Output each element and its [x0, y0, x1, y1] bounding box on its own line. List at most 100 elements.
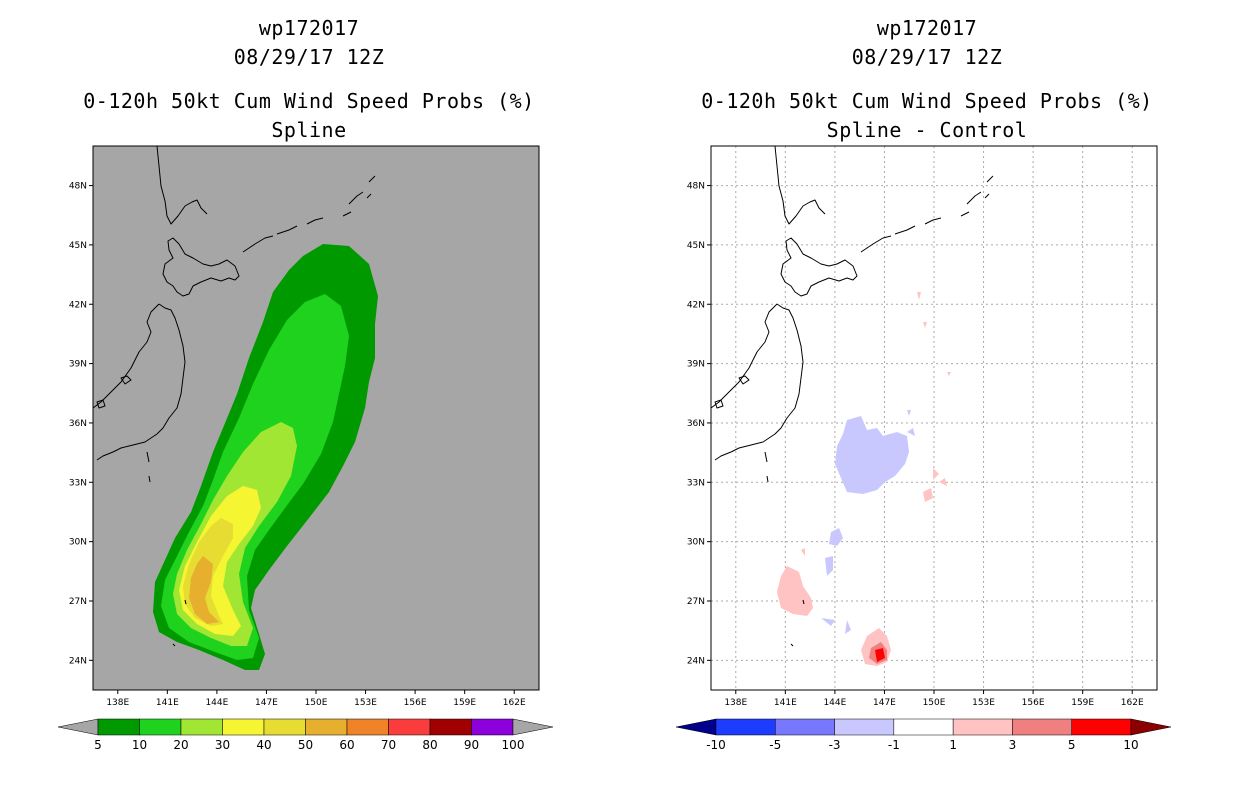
y-tick-label: 36N [69, 419, 87, 429]
x-tick-label: 153E [972, 698, 995, 708]
x-tick-label: 159E [453, 698, 476, 708]
colorbar-level-label: 10 [1123, 738, 1138, 752]
colorbar-swatch [1012, 718, 1072, 736]
colorbar-under-triangle [57, 718, 99, 736]
left-title: 0-120h 50kt Cum Wind Speed Probs (%) [83, 89, 535, 113]
x-tick-label: 153E [354, 698, 377, 708]
x-tick-label: 162E [503, 698, 526, 708]
colorbar-level-label: 5 [94, 738, 102, 752]
left-datetime: 08/29/17 12Z [233, 45, 385, 69]
colorbar-level-label: 60 [339, 738, 354, 752]
y-tick-label: 42N [69, 300, 87, 310]
x-tick-label: 144E [823, 698, 846, 708]
x-tick-label: 147E [873, 698, 896, 708]
x-tick-label: 138E [106, 698, 129, 708]
x-tick-label: 138E [724, 698, 747, 708]
y-tick-label: 30N [687, 538, 705, 548]
x-tick-label: 147E [255, 698, 278, 708]
colorbar-over-triangle [512, 718, 554, 736]
right-positive-region-8 [933, 468, 939, 480]
x-tick-label: 159E [1071, 698, 1094, 708]
colorbar-level-label: 40 [256, 738, 271, 752]
colorbar-swatch [180, 718, 223, 736]
right-negative-region-7 [907, 410, 911, 416]
colorbar-swatch [1071, 718, 1132, 736]
colorbar-swatch [952, 718, 1013, 736]
colorbar-level-label: 3 [1009, 738, 1017, 752]
right-positive-region-6 [923, 322, 927, 328]
y-tick-label: 45N [69, 241, 87, 251]
colorbar-level-label: 80 [422, 738, 437, 752]
right-storm-id: wp172017 [876, 16, 978, 40]
left-contour-50 [189, 556, 219, 624]
y-tick-label: 27N [687, 597, 705, 607]
colorbar-level-label: 5 [1068, 738, 1076, 752]
right-map-panel [710, 145, 1158, 691]
right-title: 0-120h 50kt Cum Wind Speed Probs (%) [701, 89, 1153, 113]
y-tick-label: 33N [69, 478, 87, 488]
colorbar-swatch [715, 718, 776, 736]
colorbar-swatch [97, 718, 140, 736]
colorbar-level-label: 100 [502, 738, 525, 752]
y-tick-label: 39N [687, 360, 705, 370]
x-tick-label: 156E [1022, 698, 1045, 708]
right-positive-region-9 [923, 488, 933, 502]
right-negative-region-6 [907, 428, 915, 436]
right-positive-region-10 [939, 478, 947, 486]
right-positive-region-7 [947, 372, 951, 376]
left-subtitle: Spline [271, 118, 347, 142]
right-datetime: 08/29/17 12Z [851, 45, 1003, 69]
colorbar-swatch [834, 718, 895, 736]
y-tick-label: 36N [687, 419, 705, 429]
colorbar-swatch [471, 718, 514, 736]
colorbar-level-label: -3 [829, 738, 841, 752]
colorbar-panel-1: 5 10 20 30 40 50 60 70 80 90 100 [57, 718, 554, 752]
colorbar-over-triangle [1130, 718, 1172, 736]
colorbar-level-label: 50 [298, 738, 313, 752]
colorbar-swatch [388, 718, 431, 736]
colorbar-level-label: 30 [215, 738, 230, 752]
right-negative-region-2 [829, 528, 843, 546]
axis-ticks: 138E 141E 144E 147E 150E 153E 156E 159E 162E 48N 4… [69, 182, 1144, 708]
colorbar-swatch [346, 718, 389, 736]
colorbar-level-label: 10 [132, 738, 147, 752]
colorbar-level-label: -5 [769, 738, 781, 752]
x-tick-label: 141E [774, 698, 797, 708]
y-tick-label: 42N [687, 300, 705, 310]
right-negative-region-5 [845, 620, 851, 634]
x-tick-label: 156E [404, 698, 427, 708]
right-positive-region-11 [801, 548, 805, 556]
x-tick-label: 150E [923, 698, 946, 708]
left-storm-id: wp172017 [258, 16, 360, 40]
colorbar-swatch [222, 718, 265, 736]
colorbars: 5 10 20 30 40 50 60 70 80 90 100 -10 -5 -3 -1 1 3 5 10 [57, 718, 1172, 752]
y-tick-label: 33N [687, 478, 705, 488]
colorbar-level-label: 20 [173, 738, 188, 752]
left-map-panel [92, 145, 540, 691]
colorbar-level-label: -10 [706, 738, 726, 752]
y-tick-label: 39N [69, 360, 87, 370]
colorbar-under-triangle [675, 718, 717, 736]
right-negative-region-main [835, 416, 909, 494]
colorbar-level-label: 1 [949, 738, 957, 752]
right-positive-region-5 [917, 292, 921, 300]
right-positive-region-4 [875, 648, 885, 662]
colorbar-level-label: -1 [888, 738, 900, 752]
colorbar-swatch [139, 718, 182, 736]
right-negative-region-4 [821, 618, 835, 626]
right-grid [711, 146, 1157, 690]
colorbar-swatch [775, 718, 835, 736]
y-tick-label: 30N [69, 538, 87, 548]
colorbar-level-label: 90 [464, 738, 479, 752]
right-negative-region-3 [825, 556, 833, 576]
colorbar-swatch [429, 718, 472, 736]
y-tick-label: 27N [69, 597, 87, 607]
y-tick-label: 48N [687, 182, 705, 192]
right-subtitle: Spline - Control [826, 118, 1028, 142]
y-tick-label: 45N [687, 241, 705, 251]
y-tick-label: 24N [69, 656, 87, 666]
y-tick-label: 48N [69, 182, 87, 192]
colorbar-panel-2: -10 -5 -3 -1 1 3 5 10 [675, 718, 1172, 752]
colorbar-swatch [263, 718, 306, 736]
colorbar-swatch [305, 718, 348, 736]
